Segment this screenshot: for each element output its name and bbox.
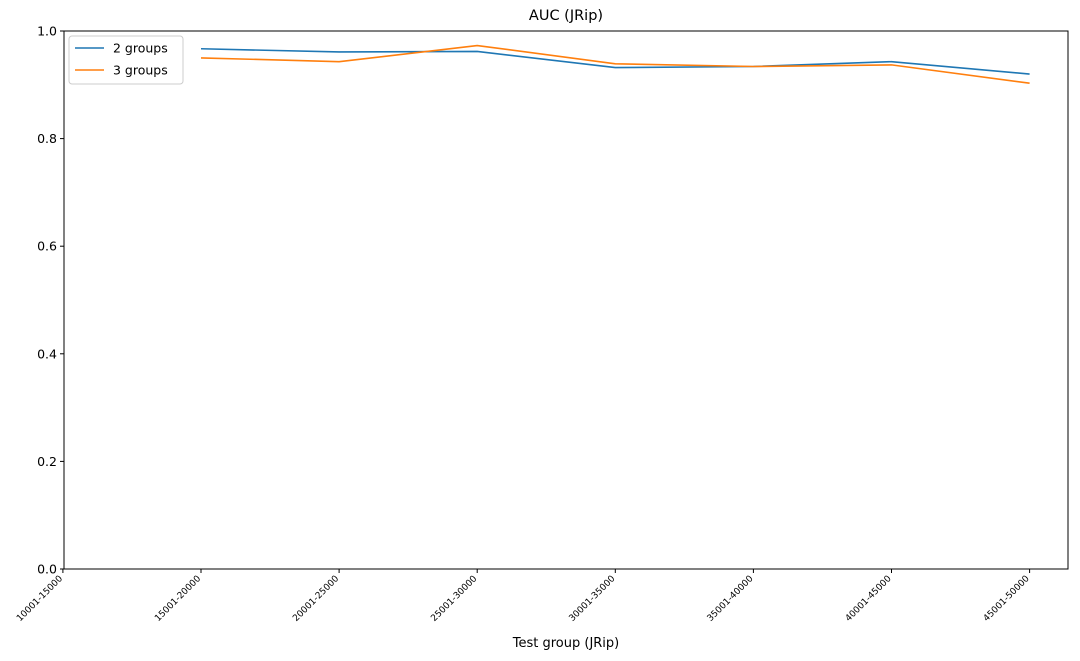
data-point xyxy=(1029,73,1031,75)
data-point xyxy=(615,67,617,69)
x-tick-label: 20001-25000 xyxy=(291,574,341,624)
x-axis-ticks: 10001-15000 15001-20000 20001-25000 25001-3… xyxy=(15,569,1032,624)
data-point xyxy=(891,64,893,66)
y-tick-label: 0.0 xyxy=(37,562,57,577)
data-point xyxy=(338,61,340,63)
chart-title: AUC (JRip) xyxy=(529,8,603,24)
x-tick-label: 10001-15000 xyxy=(15,574,65,624)
y-tick-label: 0.6 xyxy=(37,239,57,254)
data-point xyxy=(338,51,340,53)
data-point xyxy=(891,61,893,63)
x-axis-label: Test group (JRip) xyxy=(512,636,620,651)
x-tick-label: 15001-20000 xyxy=(153,574,203,624)
data-point xyxy=(615,63,617,65)
plot-frame xyxy=(63,30,1069,570)
legend: 2 groups 3 groups xyxy=(68,35,184,85)
plot-lines xyxy=(200,44,1031,84)
x-tick-label: 40001-45000 xyxy=(844,574,894,624)
x-tick-label: 30001-35000 xyxy=(568,574,618,624)
x-tick-label: 25001-30000 xyxy=(429,574,479,624)
data-point xyxy=(476,45,478,47)
series-line-1 xyxy=(200,47,1030,75)
y-tick-label: 0.2 xyxy=(37,454,57,469)
data-point xyxy=(753,66,755,68)
series-line-2 xyxy=(200,44,1030,84)
data-point xyxy=(476,51,478,53)
data-point xyxy=(1029,82,1031,84)
y-tick-label: 0.4 xyxy=(37,346,57,361)
y-tick-label: 1.0 xyxy=(37,24,57,39)
x-tick-label: 35001-40000 xyxy=(706,574,756,624)
legend-label-1: 2 groups xyxy=(113,41,168,56)
data-point xyxy=(200,57,202,59)
legend-label-2: 3 groups xyxy=(113,63,168,78)
y-tick-label: 0.8 xyxy=(37,131,57,146)
data-point xyxy=(200,48,202,50)
x-tick-label: 45001-50000 xyxy=(982,574,1032,624)
y-axis-ticks: 0.0 0.2 0.4 0.6 0.8 1.0 xyxy=(37,24,64,577)
